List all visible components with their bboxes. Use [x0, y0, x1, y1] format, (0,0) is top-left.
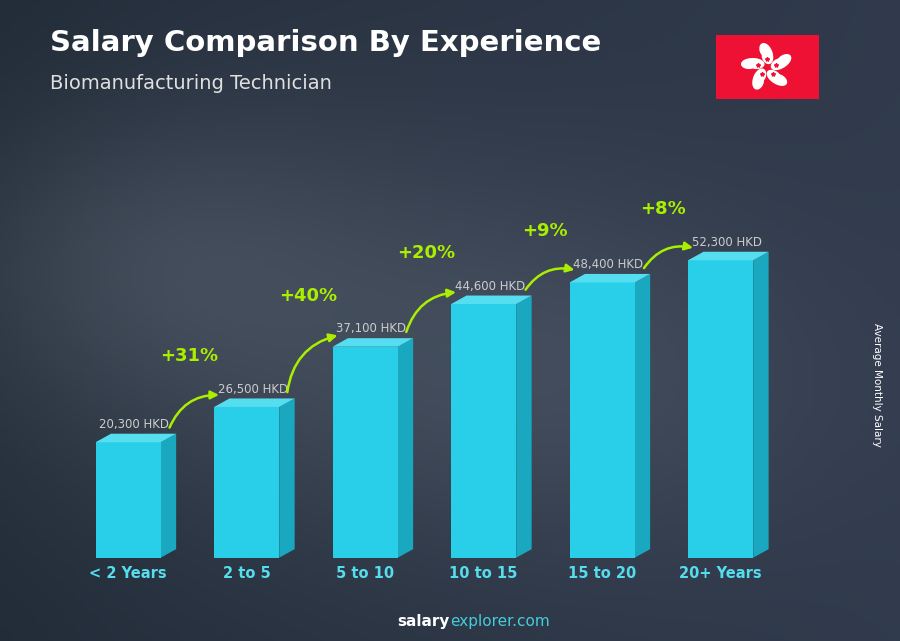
Text: Biomanufacturing Technician: Biomanufacturing Technician — [50, 74, 331, 93]
Polygon shape — [768, 71, 787, 85]
Polygon shape — [451, 296, 532, 304]
Polygon shape — [333, 338, 413, 347]
Bar — [214, 407, 279, 558]
Polygon shape — [688, 252, 769, 260]
Polygon shape — [570, 274, 650, 283]
Polygon shape — [214, 399, 294, 407]
Text: 26,500 HKD: 26,500 HKD — [218, 383, 288, 395]
Bar — [688, 260, 753, 558]
Text: 44,600 HKD: 44,600 HKD — [454, 279, 525, 293]
Text: 37,100 HKD: 37,100 HKD — [337, 322, 407, 335]
Polygon shape — [771, 54, 790, 69]
Text: 48,400 HKD: 48,400 HKD — [573, 258, 643, 271]
Text: +31%: +31% — [160, 347, 219, 365]
Polygon shape — [161, 434, 176, 558]
Polygon shape — [760, 44, 772, 63]
Text: +9%: +9% — [522, 222, 568, 240]
Bar — [570, 283, 634, 558]
Polygon shape — [634, 274, 650, 558]
Bar — [333, 347, 398, 558]
Text: +8%: +8% — [640, 200, 686, 218]
Polygon shape — [279, 399, 294, 558]
Polygon shape — [398, 338, 413, 558]
Polygon shape — [753, 69, 766, 89]
Polygon shape — [95, 434, 176, 442]
Bar — [95, 442, 161, 558]
Polygon shape — [753, 252, 769, 558]
Text: +40%: +40% — [279, 287, 337, 304]
Polygon shape — [742, 59, 764, 69]
Text: Salary Comparison By Experience: Salary Comparison By Experience — [50, 29, 601, 57]
Text: 52,300 HKD: 52,300 HKD — [692, 236, 761, 249]
Text: Average Monthly Salary: Average Monthly Salary — [872, 322, 883, 447]
Text: explorer.com: explorer.com — [450, 615, 550, 629]
Text: salary: salary — [398, 615, 450, 629]
Text: 20,300 HKD: 20,300 HKD — [99, 418, 169, 431]
Polygon shape — [517, 296, 532, 558]
Text: +20%: +20% — [397, 244, 455, 262]
Bar — [451, 304, 517, 558]
